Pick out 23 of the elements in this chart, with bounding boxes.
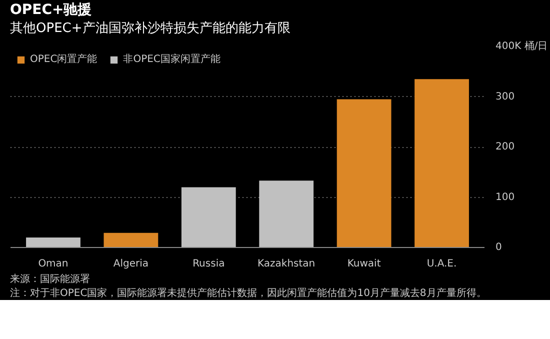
y-tick-label: 0 bbox=[496, 242, 502, 254]
y-tick-label: 400K 桶/日 bbox=[496, 40, 548, 52]
bar bbox=[104, 233, 158, 248]
x-tick-label: Kazakhstan bbox=[258, 258, 316, 270]
legend-label: 非OPEC国家闲置产能 bbox=[123, 52, 220, 66]
x-tick-label: Russia bbox=[192, 258, 225, 270]
bar bbox=[259, 181, 314, 248]
y-tick-label: 300 bbox=[496, 92, 515, 103]
y-tick-label: 100 bbox=[496, 192, 515, 204]
legend-label: OPEC闲置产能 bbox=[30, 52, 98, 66]
bar bbox=[336, 100, 392, 248]
bar bbox=[181, 188, 236, 248]
text: 注：对于非OPEC国家，国际能源署未提供产能估计数据，因此闲置产能估值为10月产量减去8月产量所得。 bbox=[10, 288, 486, 300]
bar bbox=[26, 238, 80, 248]
x-tick-label: Algeria bbox=[113, 258, 149, 270]
x-tick-label: U.A.E. bbox=[426, 258, 457, 270]
x-tick-label: Kuwait bbox=[347, 258, 381, 270]
bar bbox=[414, 80, 469, 248]
x-tick-label: Oman bbox=[38, 258, 68, 270]
chart-title: OPEC+驰援 bbox=[10, 2, 92, 19]
source-note: 来源：国际能源署 bbox=[10, 274, 90, 286]
chart-subtitle: 其他OPEC+产油国弥补沙特损失产能的能力有限 bbox=[10, 20, 290, 36]
y-tick-label: 200 bbox=[496, 142, 515, 153]
